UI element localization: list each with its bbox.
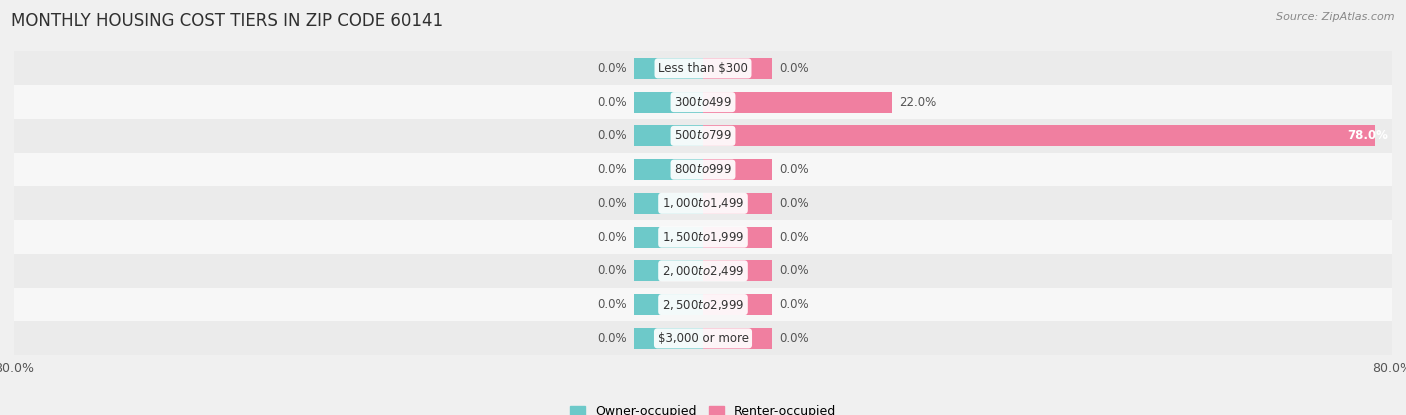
Bar — [634, 125, 703, 146]
Text: 78.0%: 78.0% — [1347, 129, 1388, 142]
Text: $1,500 to $1,999: $1,500 to $1,999 — [662, 230, 744, 244]
Bar — [634, 58, 703, 79]
Text: 0.0%: 0.0% — [598, 231, 627, 244]
Text: 0.0%: 0.0% — [598, 298, 627, 311]
Text: $1,000 to $1,499: $1,000 to $1,499 — [662, 196, 744, 210]
Bar — [703, 159, 772, 180]
Bar — [703, 227, 772, 248]
Text: 0.0%: 0.0% — [598, 197, 627, 210]
Text: 22.0%: 22.0% — [900, 95, 936, 109]
Text: 0.0%: 0.0% — [598, 264, 627, 277]
Bar — [634, 260, 703, 281]
Text: MONTHLY HOUSING COST TIERS IN ZIP CODE 60141: MONTHLY HOUSING COST TIERS IN ZIP CODE 6… — [11, 12, 443, 30]
Bar — [703, 125, 1375, 146]
Text: $3,000 or more: $3,000 or more — [658, 332, 748, 345]
Bar — [14, 322, 1392, 355]
Bar — [634, 159, 703, 180]
Text: $2,500 to $2,999: $2,500 to $2,999 — [662, 298, 744, 312]
Bar — [703, 58, 772, 79]
Text: $300 to $499: $300 to $499 — [673, 95, 733, 109]
Bar — [634, 328, 703, 349]
Text: Source: ZipAtlas.com: Source: ZipAtlas.com — [1277, 12, 1395, 22]
Text: 0.0%: 0.0% — [598, 62, 627, 75]
Text: 0.0%: 0.0% — [598, 163, 627, 176]
Bar — [14, 85, 1392, 119]
Legend: Owner-occupied, Renter-occupied: Owner-occupied, Renter-occupied — [569, 405, 837, 415]
Bar — [14, 288, 1392, 322]
Bar — [14, 254, 1392, 288]
Bar — [14, 51, 1392, 85]
Bar — [14, 153, 1392, 186]
Text: 0.0%: 0.0% — [779, 62, 808, 75]
Bar — [703, 92, 893, 112]
Text: 0.0%: 0.0% — [779, 298, 808, 311]
Bar — [14, 186, 1392, 220]
Text: 0.0%: 0.0% — [779, 231, 808, 244]
Bar — [14, 220, 1392, 254]
Bar — [703, 328, 772, 349]
Text: 0.0%: 0.0% — [779, 264, 808, 277]
Text: $800 to $999: $800 to $999 — [673, 163, 733, 176]
Text: $500 to $799: $500 to $799 — [673, 129, 733, 142]
Text: 0.0%: 0.0% — [779, 197, 808, 210]
Bar — [703, 294, 772, 315]
Bar — [634, 92, 703, 112]
Text: 0.0%: 0.0% — [779, 332, 808, 345]
Bar — [703, 193, 772, 214]
Text: 0.0%: 0.0% — [598, 129, 627, 142]
Text: 0.0%: 0.0% — [598, 95, 627, 109]
Bar — [634, 227, 703, 248]
Text: 0.0%: 0.0% — [779, 163, 808, 176]
Bar — [703, 260, 772, 281]
Bar — [634, 294, 703, 315]
Bar — [14, 119, 1392, 153]
Bar — [634, 193, 703, 214]
Text: 0.0%: 0.0% — [598, 332, 627, 345]
Text: Less than $300: Less than $300 — [658, 62, 748, 75]
Text: $2,000 to $2,499: $2,000 to $2,499 — [662, 264, 744, 278]
